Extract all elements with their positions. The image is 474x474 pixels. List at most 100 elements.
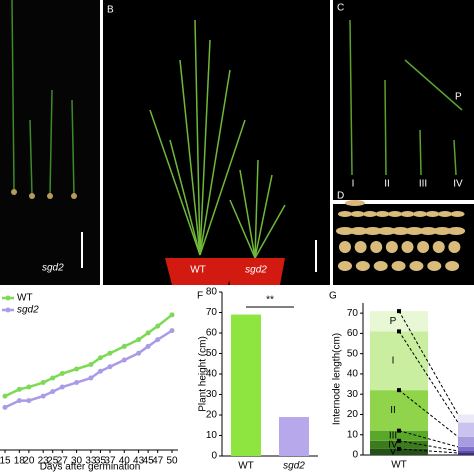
point bbox=[107, 350, 113, 356]
grain bbox=[375, 211, 390, 217]
point bbox=[59, 384, 65, 390]
panel-letter: B bbox=[107, 5, 114, 16]
x-tick-label: sgd2 bbox=[283, 461, 305, 472]
x-tick-label: 37 bbox=[104, 456, 116, 467]
grain bbox=[427, 261, 442, 271]
panel-a-label: sgd2 bbox=[42, 263, 64, 274]
x-tick-label: 20 bbox=[23, 456, 35, 467]
point bbox=[107, 364, 113, 370]
point bbox=[26, 398, 32, 404]
significance-label: ** bbox=[266, 295, 274, 306]
point bbox=[16, 386, 22, 392]
grain bbox=[391, 261, 406, 271]
grain bbox=[419, 227, 438, 235]
grain bbox=[417, 241, 430, 253]
legend-label: WT bbox=[17, 293, 33, 304]
x-tick-label: 43 bbox=[133, 456, 145, 467]
photo-a bbox=[0, 0, 100, 285]
grain bbox=[373, 261, 388, 271]
point bbox=[155, 323, 161, 329]
plants bbox=[149, 19, 286, 259]
grain bbox=[432, 241, 445, 253]
pot-label: WT bbox=[190, 265, 206, 276]
point bbox=[155, 337, 161, 343]
point bbox=[74, 366, 80, 372]
point bbox=[88, 375, 94, 381]
bar-segment bbox=[458, 422, 474, 437]
y-tick-label: 50 bbox=[347, 348, 359, 359]
y-tick-label: 10 bbox=[206, 430, 218, 441]
internodes bbox=[349, 19, 463, 176]
bar-segment bbox=[370, 448, 428, 455]
bar bbox=[279, 417, 309, 456]
point bbox=[136, 350, 142, 356]
grain bbox=[447, 227, 466, 235]
grain bbox=[433, 227, 452, 235]
y-tick-label: 40 bbox=[347, 369, 359, 380]
y-tick-label: 20 bbox=[347, 409, 359, 420]
organ-label: P bbox=[455, 92, 462, 103]
seeds bbox=[11, 189, 77, 199]
panel-letter: G bbox=[329, 291, 337, 302]
y-tick-label: 10 bbox=[347, 429, 359, 440]
y-tick-label: 80 bbox=[206, 287, 218, 298]
bar-segment bbox=[370, 331, 428, 391]
point bbox=[121, 357, 127, 363]
y-axis-label: Plant height (cm) bbox=[198, 336, 209, 412]
x-tick-label: 47 bbox=[152, 456, 164, 467]
series-line bbox=[4, 329, 173, 409]
grain bbox=[350, 211, 365, 217]
bar-segment bbox=[458, 452, 474, 455]
segment-label: III bbox=[389, 430, 397, 441]
y-tick-label: 0 bbox=[211, 451, 217, 462]
legend-marker bbox=[5, 295, 11, 301]
bar-segment bbox=[370, 311, 428, 332]
x-tick-label: 50 bbox=[166, 456, 178, 467]
point bbox=[145, 343, 151, 349]
grain bbox=[354, 241, 367, 253]
bar-segment bbox=[370, 430, 428, 441]
x-tick-label: 45 bbox=[143, 456, 155, 467]
grain bbox=[405, 227, 424, 235]
bar-segment bbox=[370, 440, 428, 449]
y-tick-label: 30 bbox=[206, 389, 218, 400]
point bbox=[97, 355, 103, 361]
y-tick-label: 20 bbox=[206, 410, 218, 421]
x-tick-label: 40 bbox=[119, 456, 131, 467]
organ-label: II bbox=[384, 179, 390, 190]
segment-label: IV bbox=[388, 440, 398, 451]
grain bbox=[349, 227, 368, 235]
bar-segment bbox=[458, 436, 474, 447]
grain bbox=[355, 261, 370, 271]
segment-label: P bbox=[390, 316, 397, 327]
segment-label: V bbox=[390, 447, 397, 458]
organ-label: III bbox=[419, 179, 427, 190]
point bbox=[16, 398, 22, 404]
pot-sgd2 bbox=[225, 258, 285, 285]
x-tick-label: 15 bbox=[0, 456, 11, 467]
connector bbox=[398, 389, 459, 438]
y-tick-label: 60 bbox=[347, 328, 359, 339]
grain bbox=[413, 211, 427, 217]
bar-segment bbox=[458, 450, 474, 453]
grain bbox=[401, 241, 414, 253]
y-tick-label: 60 bbox=[206, 328, 218, 339]
point bbox=[169, 328, 175, 334]
point bbox=[2, 393, 8, 399]
y-tick-label: 70 bbox=[347, 308, 359, 319]
point bbox=[50, 375, 56, 381]
y-tick-label: 0 bbox=[352, 450, 358, 461]
point bbox=[74, 380, 80, 386]
y-tick-label: 40 bbox=[206, 369, 218, 380]
grain bbox=[391, 227, 410, 235]
photo-b bbox=[103, 0, 330, 285]
grain bbox=[370, 241, 383, 253]
panel-letter: C bbox=[337, 3, 344, 14]
panel-letter: D bbox=[337, 191, 344, 202]
grain bbox=[338, 261, 352, 271]
x-tick-label: 30 bbox=[71, 456, 83, 467]
grain bbox=[363, 227, 382, 235]
x-tick-label: WT bbox=[238, 461, 254, 472]
x-tick-label: WT bbox=[391, 460, 407, 471]
